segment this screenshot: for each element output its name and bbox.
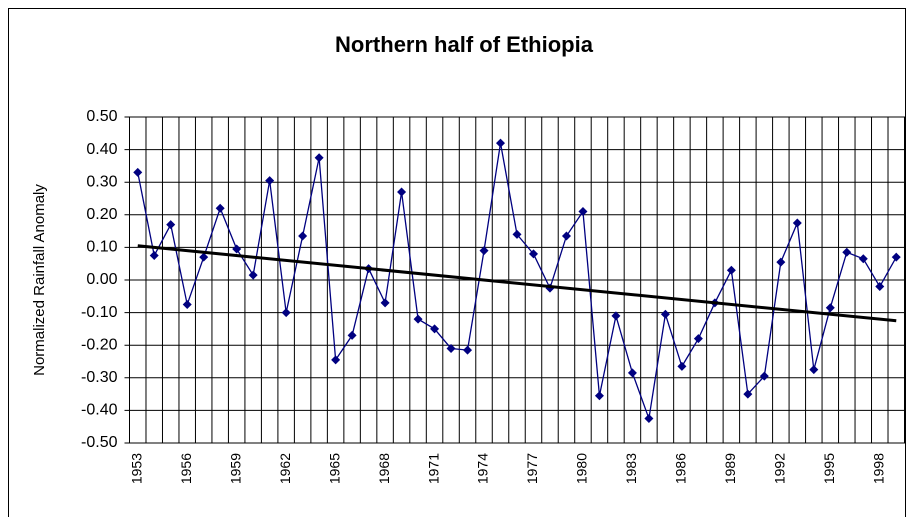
data-point (792, 218, 802, 228)
trend-line (137, 244, 897, 323)
data-point (314, 153, 324, 163)
data-point (232, 244, 242, 254)
x-tick-label: 1983 (623, 453, 639, 484)
x-tick-label: 1968 (376, 453, 392, 484)
data-point (825, 303, 835, 313)
data-point (199, 252, 209, 262)
data-point (298, 231, 308, 241)
data-point (875, 282, 885, 292)
data-point (149, 251, 159, 261)
data-point (512, 229, 522, 239)
y-tick-label: 0.50 (86, 108, 117, 125)
data-point (331, 355, 341, 365)
data-point (693, 334, 703, 344)
data-point (133, 167, 143, 177)
x-tick-label: 1962 (277, 453, 293, 484)
x-tick-label: 1992 (772, 453, 788, 484)
data-point (561, 231, 571, 241)
data-point (496, 138, 506, 148)
x-tick-label: 1974 (475, 453, 491, 484)
data-point (726, 265, 736, 275)
x-tick-label: 1998 (870, 453, 886, 484)
data-point (743, 389, 753, 399)
x-tick-label: 1959 (227, 453, 243, 484)
x-tick-label: 1956 (178, 453, 194, 484)
y-tick-label: -0.30 (81, 369, 118, 386)
data-point (594, 391, 604, 401)
plot-frame (129, 116, 905, 444)
y-tick-label: 0.20 (86, 206, 117, 223)
y-axis-label: Normalized Rainfall Anomaly (31, 184, 48, 376)
y-tick-label: -0.40 (81, 402, 118, 419)
y-tick-label: -0.10 (81, 304, 118, 321)
data-point (413, 314, 423, 324)
x-tick-label: 1995 (821, 453, 837, 484)
data-point (182, 299, 192, 309)
x-tick-label: 1977 (524, 453, 540, 484)
x-tick-label: 1953 (128, 453, 144, 484)
data-point (660, 309, 670, 319)
data-point (759, 371, 769, 381)
chart-title: Northern half of Ethiopia (335, 32, 594, 57)
data-point (380, 298, 390, 308)
data-point (891, 252, 901, 262)
y-tick-label: 0.40 (86, 141, 117, 158)
data-point (397, 187, 407, 197)
x-tick-label: 1989 (722, 453, 738, 484)
data-point (644, 414, 654, 424)
y-tick-label: 0.10 (86, 239, 117, 256)
data-point (627, 368, 637, 378)
y-tick-label: 0.30 (86, 173, 117, 190)
data-point (430, 324, 440, 334)
y-tick-label: -0.50 (81, 434, 118, 451)
data-point (265, 176, 275, 186)
data-point (463, 345, 473, 355)
data-point (578, 207, 588, 217)
data-point (248, 270, 258, 280)
data-point (281, 308, 291, 318)
data-point (858, 254, 868, 264)
data-point (677, 361, 687, 371)
x-tick-label: 1980 (574, 453, 590, 484)
data-point (446, 343, 456, 353)
data-point (166, 220, 176, 230)
data-point (611, 311, 621, 321)
data-point (347, 330, 357, 340)
y-tick-label: -0.20 (81, 336, 118, 353)
data-point (809, 365, 819, 375)
x-tick-label: 1971 (425, 453, 441, 484)
x-tick-label: 1965 (326, 453, 342, 484)
y-tick-label: 0.00 (86, 271, 117, 288)
data-point (479, 246, 489, 256)
chart-frame (8, 8, 906, 517)
data-point (215, 203, 225, 213)
data-point (776, 257, 786, 267)
data-point (842, 247, 852, 257)
x-tick-label: 1986 (673, 453, 689, 484)
data-point (528, 249, 538, 259)
